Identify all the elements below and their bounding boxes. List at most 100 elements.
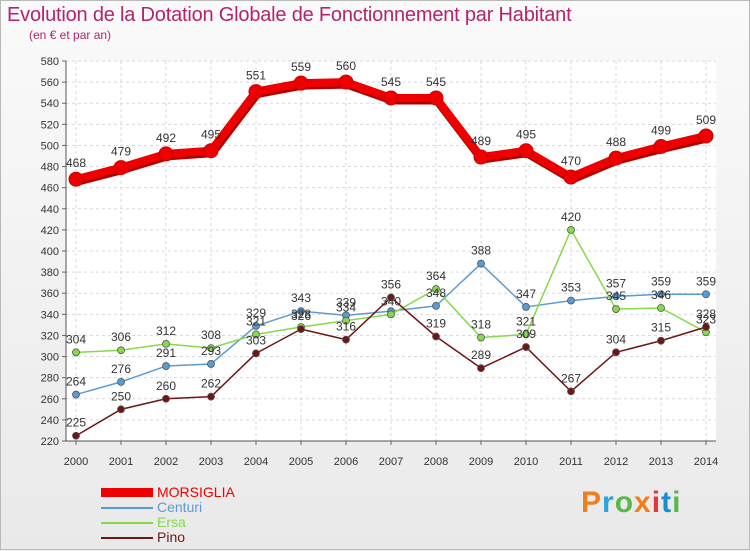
logo-letter: t	[661, 486, 673, 519]
data-point	[563, 169, 579, 185]
data-point	[612, 348, 620, 357]
data-label: 315	[651, 321, 671, 335]
data-label: 343	[291, 291, 311, 305]
legend-swatch	[101, 488, 153, 497]
x-tick-label: 2002	[154, 456, 178, 468]
logo-letter: P	[581, 486, 603, 519]
data-label: 495	[516, 128, 536, 142]
data-label: 359	[696, 274, 716, 288]
data-point	[248, 84, 264, 100]
data-point	[522, 330, 530, 339]
data-point	[567, 225, 575, 234]
data-label: 495	[201, 128, 221, 142]
data-label: 479	[111, 145, 131, 159]
data-label: 339	[336, 295, 356, 309]
data-point	[477, 364, 485, 373]
data-point	[68, 171, 84, 187]
data-label: 321	[516, 314, 536, 328]
data-label: 340	[381, 294, 401, 308]
data-point	[567, 387, 575, 396]
data-point	[113, 160, 129, 176]
data-point	[117, 377, 125, 386]
data-point	[252, 330, 260, 339]
data-label: 334	[336, 301, 356, 315]
y-tick-label: 240	[41, 415, 59, 427]
data-point	[702, 323, 710, 331]
data-label: 316	[336, 320, 356, 334]
legend-swatch	[101, 507, 153, 509]
legend-label: Ersa	[157, 514, 186, 530]
data-point	[477, 333, 485, 342]
data-label: 304	[66, 332, 86, 346]
data-label: 388	[471, 244, 491, 258]
y-tick-label: 440	[41, 204, 59, 216]
data-point	[338, 74, 354, 90]
data-label: 318	[471, 318, 491, 332]
y-tick-label: 560	[41, 77, 59, 89]
logo-letter: o	[614, 486, 635, 519]
x-tick-label: 2010	[514, 456, 538, 468]
data-label: 260	[156, 379, 176, 393]
data-label: 293	[201, 344, 221, 358]
data-label: 321	[246, 314, 266, 328]
data-label: 545	[381, 75, 401, 89]
data-label: 289	[471, 348, 491, 362]
data-point	[432, 301, 440, 310]
data-point	[162, 339, 170, 348]
data-point	[518, 143, 534, 159]
data-point	[612, 305, 620, 313]
data-point	[252, 349, 260, 358]
data-point	[162, 394, 170, 403]
y-tick-label: 280	[41, 373, 59, 385]
data-point	[657, 290, 665, 299]
data-label: 250	[111, 389, 131, 403]
logo-letter: r	[602, 486, 615, 519]
y-tick-label: 580	[41, 56, 59, 68]
x-tick-label: 2011	[559, 456, 583, 468]
logo-letter: i	[672, 486, 682, 519]
legend-swatch	[101, 522, 153, 524]
data-point	[297, 307, 305, 316]
x-tick-label: 2001	[109, 456, 133, 468]
data-point	[387, 310, 395, 319]
data-point	[162, 362, 170, 370]
chart-title: Evolution de la Dotation Globale de Fonc…	[7, 4, 572, 26]
x-tick-label: 2000	[64, 456, 88, 468]
data-label: 345	[606, 289, 626, 303]
data-point	[117, 346, 125, 355]
data-point	[428, 90, 444, 106]
data-point	[342, 335, 350, 344]
y-tick-label: 340	[41, 309, 59, 321]
data-point	[477, 259, 485, 268]
data-point	[383, 90, 399, 106]
y-tick-label: 520	[41, 119, 59, 131]
data-label: 364	[426, 269, 446, 283]
data-point	[207, 344, 215, 353]
data-label: 309	[516, 327, 536, 341]
legend-label: MORSIGLIA	[157, 484, 235, 500]
data-label: 328	[291, 307, 311, 321]
x-tick-label: 2013	[649, 456, 673, 468]
data-label: 359	[651, 274, 671, 288]
data-point	[522, 303, 530, 311]
data-point	[657, 304, 665, 312]
data-label: 291	[156, 346, 176, 360]
data-label: 489	[471, 134, 491, 148]
data-label: 303	[246, 333, 266, 347]
data-point	[698, 128, 714, 144]
x-tick-label: 2009	[469, 456, 493, 468]
data-point	[473, 149, 489, 165]
y-tick-label: 420	[41, 225, 59, 237]
data-label: 468	[66, 156, 86, 170]
data-label: 488	[606, 135, 626, 149]
data-point	[657, 336, 665, 345]
data-point	[297, 325, 305, 334]
data-label: 264	[66, 375, 86, 389]
data-point	[522, 343, 530, 351]
y-tick-label: 400	[41, 246, 59, 258]
legend-label: Centuri	[157, 499, 203, 515]
data-label: 559	[291, 60, 311, 74]
data-label: 348	[426, 286, 446, 300]
